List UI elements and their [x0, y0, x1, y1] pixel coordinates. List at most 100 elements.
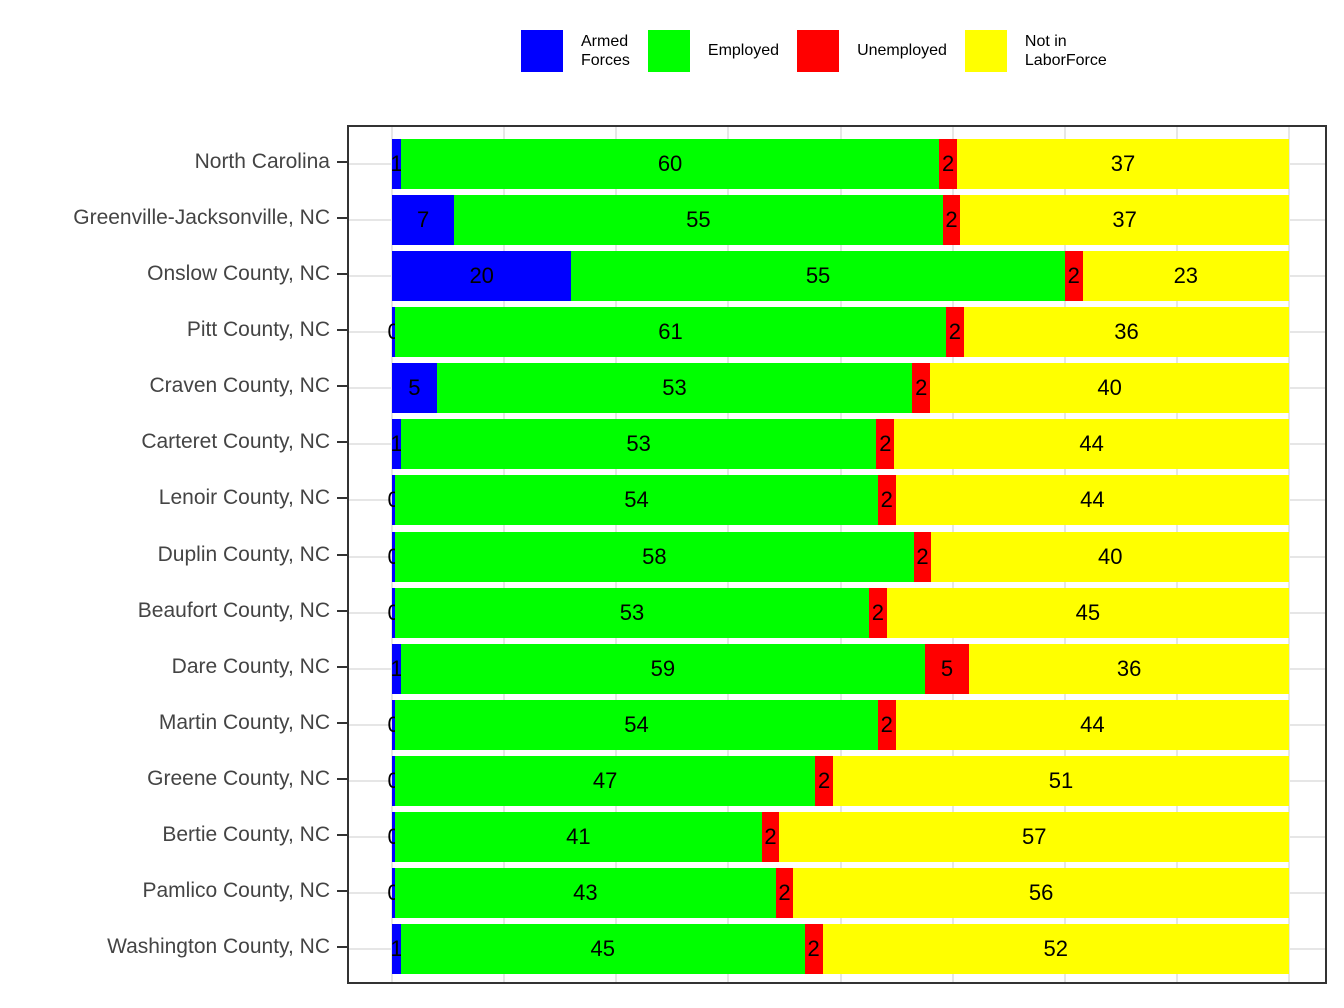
- legend-item: Armed Forces: [521, 30, 630, 72]
- bar-value-label: 2: [879, 431, 892, 457]
- bar-value-label: 54: [624, 711, 649, 737]
- bar-value-label: 51: [1048, 767, 1074, 793]
- bar-value-label: 5: [408, 375, 421, 401]
- bar-segment-unemployed: 5: [924, 643, 970, 694]
- bar-value-label: 37: [1112, 207, 1137, 233]
- y-axis-tick: [337, 665, 347, 668]
- bar-row: 1 45 2 52: [390, 923, 1289, 974]
- bar-segment-employed: 45: [400, 923, 805, 974]
- bar-row: 0 58 2 40: [387, 531, 1289, 582]
- bar-segment-employed: 60: [400, 139, 940, 190]
- bar-row: 0 41 2 57: [387, 811, 1289, 862]
- y-axis-label: Pitt County, NC: [186, 318, 330, 342]
- bar-segment-unemployed: 2: [877, 475, 896, 526]
- legend-key-swatch: [521, 30, 563, 72]
- bar-segment-unemployed: 2: [868, 587, 887, 638]
- bar-segment-not-in-laborforce: 52: [822, 923, 1289, 974]
- y-axis-tick: [337, 441, 347, 444]
- bar-value-label: 44: [1080, 711, 1105, 737]
- y-axis-tick: [337, 609, 347, 612]
- legend-label: Employed: [707, 42, 780, 60]
- bar-segment-armed-forces: 7: [392, 195, 455, 246]
- bar-segment-employed: 55: [454, 195, 943, 246]
- bar-value-label: 2: [807, 935, 820, 961]
- bar-value-label: 37: [1110, 151, 1136, 177]
- bar-segment-employed: 53: [436, 363, 913, 414]
- bar-value-label: 44: [1079, 431, 1104, 457]
- bar-value-label: 58: [642, 543, 667, 569]
- y-axis-label: Craven County, NC: [149, 374, 330, 398]
- bar-value-label: 2: [915, 375, 928, 401]
- y-axis-tick: [337, 497, 347, 500]
- bar-row: 5 53 2 40: [392, 363, 1289, 414]
- bar-segment-not-in-laborforce: 40: [931, 531, 1289, 582]
- bar-segment-unemployed: 2: [775, 867, 794, 918]
- bar-value-label: 2: [942, 151, 955, 177]
- bar-segment-employed: 41: [395, 811, 762, 862]
- bar-value-label: 53: [626, 431, 651, 457]
- bar-value-label: 2: [778, 879, 791, 905]
- bar-segment-not-in-laborforce: 57: [779, 811, 1289, 862]
- bar-segment-unemployed: 2: [945, 307, 964, 358]
- bar-value-label: 45: [590, 935, 616, 961]
- y-axis-tick: [337, 889, 347, 892]
- y-axis-tick: [337, 833, 347, 836]
- bar-row: 20 55 2 23: [392, 251, 1289, 302]
- bar-segment-not-in-laborforce: 56: [793, 867, 1289, 918]
- bar-value-label: 2: [945, 207, 958, 233]
- bar-segment-unemployed: 2: [942, 195, 961, 246]
- y-axis-tick: [337, 329, 347, 332]
- y-axis-label: Greene County, NC: [147, 766, 330, 790]
- legend-label: Armed Forces: [581, 32, 630, 69]
- bar-value-label: 40: [1097, 543, 1123, 569]
- y-axis-label: Martin County, NC: [158, 710, 330, 734]
- bar-segment-unemployed: 2: [913, 531, 932, 582]
- bar-value-label: 20: [469, 263, 494, 289]
- bar-value-label: 1: [390, 655, 403, 681]
- bar-value-label: 2: [948, 319, 962, 345]
- bar-segment-armed-forces: 20: [392, 251, 572, 302]
- bar-value-label: 1: [390, 151, 403, 177]
- bar-segment-not-in-laborforce: 36: [969, 643, 1289, 694]
- bar-segment-not-in-laborforce: 44: [895, 699, 1289, 750]
- bar-row: 1 59 5 36: [390, 643, 1289, 694]
- y-axis-label: North Carolina: [194, 150, 330, 174]
- y-axis-label: Dare County, NC: [171, 654, 330, 678]
- bar-row: 7 55 2 37: [392, 195, 1289, 246]
- bar-value-label: 55: [686, 207, 711, 233]
- bar-segment-unemployed: 2: [912, 363, 931, 414]
- bar-segment-unemployed: 2: [877, 699, 896, 750]
- bar-value-label: 40: [1097, 375, 1122, 401]
- vertical-gridline: [1288, 127, 1290, 982]
- bar-segment-employed: 53: [395, 587, 869, 638]
- bar-value-label: 41: [566, 823, 591, 849]
- legend: Armed Forces Employed Unemployed Not in Lab…: [521, 30, 1107, 72]
- bar-value-label: 2: [880, 487, 893, 513]
- bar-value-label: 44: [1080, 487, 1105, 513]
- y-axis-label: Pamlico County, NC: [142, 878, 330, 902]
- bar-segment-unemployed: 2: [815, 755, 834, 806]
- bar-segment-employed: 53: [400, 419, 877, 470]
- bar-value-label: 61: [658, 319, 683, 345]
- bar-segment-not-in-laborforce: 44: [894, 419, 1289, 470]
- legend-label: Not in LaborForce: [1024, 32, 1107, 69]
- bar-segment-employed: 58: [395, 531, 914, 582]
- bar-segment-not-in-laborforce: 51: [833, 755, 1289, 806]
- bar-value-label: 57: [1021, 823, 1047, 849]
- bar-segment-unemployed: 2: [1064, 251, 1083, 302]
- y-axis-label: Washington County, NC: [107, 934, 330, 958]
- y-axis-tick: [337, 777, 347, 780]
- y-axis-tick: [337, 721, 347, 724]
- bar-segment-employed: 47: [395, 755, 816, 806]
- bar-value-label: 52: [1043, 935, 1069, 961]
- bar-segment-not-in-laborforce: 37: [960, 195, 1289, 246]
- y-axis-label: Greenville-Jacksonville, NC: [73, 206, 330, 230]
- bar-value-label: 2: [880, 711, 893, 737]
- bar-value-label: 60: [657, 151, 683, 177]
- bar-segment-not-in-laborforce: 45: [886, 587, 1289, 638]
- bar-segment-not-in-laborforce: 23: [1082, 251, 1289, 302]
- bar-segment-unemployed: 2: [939, 139, 958, 190]
- bar-value-label: 54: [624, 487, 649, 513]
- bar-segment-unemployed: 2: [804, 923, 823, 974]
